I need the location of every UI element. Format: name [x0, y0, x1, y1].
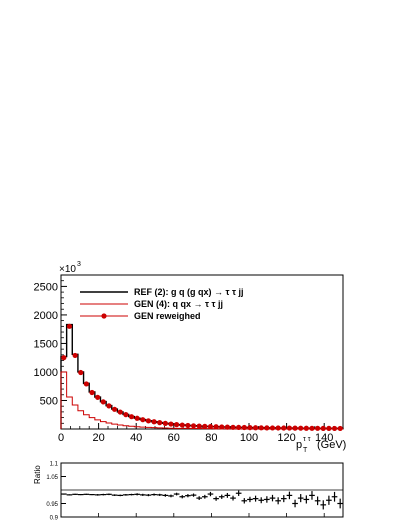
reweighed-point — [264, 425, 270, 431]
reweighed-point — [320, 425, 326, 431]
reweighed-point — [292, 425, 298, 431]
reweighed-point — [230, 424, 236, 430]
reweighed-point — [66, 323, 73, 329]
series-0-histogram — [60, 323, 344, 430]
reweighed-point — [236, 424, 242, 431]
reweighed-point — [140, 417, 146, 423]
reweighed-point — [72, 352, 78, 359]
x-axis-label-sup: τ τ — [303, 436, 311, 443]
y-exponent-power: 3 — [77, 261, 81, 268]
reweighed-point — [174, 422, 180, 428]
reweighed-point — [337, 425, 343, 432]
x-tick-label: 40 — [130, 432, 142, 444]
x-tick-label: 60 — [168, 432, 180, 444]
reweighed-point — [111, 406, 118, 412]
ratio-y-tick-label: 0.95 — [46, 502, 58, 508]
x-tick-label: 20 — [92, 432, 104, 444]
ratio-y-tick-label: 1.1 — [50, 462, 59, 468]
reweighed-point — [134, 415, 140, 421]
reweighed-point — [281, 425, 287, 431]
reweighed-point — [162, 420, 168, 426]
legend-reweighed-label: GEN reweighed — [134, 311, 201, 321]
legend-gen-label: GEN (4): q qx → τ τ jj — [134, 299, 223, 309]
reweighed-point — [207, 424, 214, 430]
reweighed-point — [185, 422, 191, 429]
x-tick-label: 80 — [205, 432, 217, 444]
reweighed-point — [286, 425, 293, 431]
x-tick-label: 100 — [240, 432, 258, 444]
y-tick-label: 1500 — [34, 338, 58, 350]
y-tick-label: 2500 — [34, 281, 58, 293]
x-axis-label-sub: T — [303, 447, 308, 454]
reweighed-point — [190, 423, 197, 429]
reweighed-point — [100, 399, 106, 405]
y-exponent-label: ×10 — [59, 264, 76, 275]
ratio-y-tick-label: 0.9 — [50, 516, 59, 522]
reweighed-point — [241, 424, 247, 431]
reweighed-point — [269, 425, 276, 431]
x-tick-label: 0 — [58, 432, 64, 444]
main-plot-area — [60, 323, 344, 432]
legend-reweighed-marker — [101, 313, 107, 319]
x-tick-label: 140 — [315, 432, 333, 444]
reweighed-point — [213, 424, 219, 430]
reweighed-point — [298, 425, 304, 431]
reweighed-point — [61, 355, 67, 361]
reweighed-point — [315, 425, 321, 431]
reweighed-point — [157, 420, 163, 426]
y-tick-label: 1000 — [34, 367, 58, 379]
ratio-axis-ticks: 0.9 0.95 1.05 1.1 — [46, 462, 325, 522]
ratio-y-tick-label: 1.05 — [46, 475, 58, 481]
reweighed-point — [151, 419, 157, 425]
x-axis-label-unit: (GeV) — [317, 439, 346, 451]
ratio-y-axis-label: Ratio — [33, 465, 42, 484]
reweighed-point — [145, 418, 152, 424]
y-tick-label: 2000 — [34, 310, 58, 322]
ratio-plot-area — [61, 489, 343, 510]
reweighed-point — [224, 424, 230, 430]
reweighed-point — [117, 409, 123, 415]
reweighed-point — [95, 394, 101, 400]
reweighed-point — [106, 403, 112, 409]
reweighed-point — [303, 425, 309, 431]
reweighed-point — [123, 412, 129, 418]
reweighed-point — [89, 389, 95, 396]
legend-ref-label: REF (2): g q (g qx) → τ τ jj — [134, 287, 244, 297]
reweighed-point — [168, 421, 174, 427]
legend: REF (2): g q (g qx) → τ τ jj GEN (4): q … — [80, 287, 244, 321]
reweighed-point — [219, 424, 225, 430]
x-tick-label: 120 — [277, 432, 295, 444]
x-axis-label-main: p — [296, 439, 302, 451]
reweighed-point — [83, 381, 89, 387]
reweighed-point — [78, 369, 84, 376]
reweighed-point — [331, 425, 338, 432]
reweighed-point — [326, 425, 332, 431]
reweighed-point — [128, 414, 135, 420]
reweighed-point — [202, 423, 208, 429]
reweighed-point — [309, 425, 315, 431]
y-tick-label: 500 — [40, 395, 58, 407]
reweighed-point — [247, 425, 253, 431]
reweighed-point — [179, 422, 185, 428]
reweighed-point — [258, 425, 264, 431]
reweighed-point — [275, 425, 281, 431]
main-axis-ticks: 0 20 40 60 80 100 120 140 500 1000 1500 2000 2500 — [34, 280, 344, 444]
reweighed-point — [196, 423, 202, 429]
reweighed-point — [252, 425, 259, 431]
